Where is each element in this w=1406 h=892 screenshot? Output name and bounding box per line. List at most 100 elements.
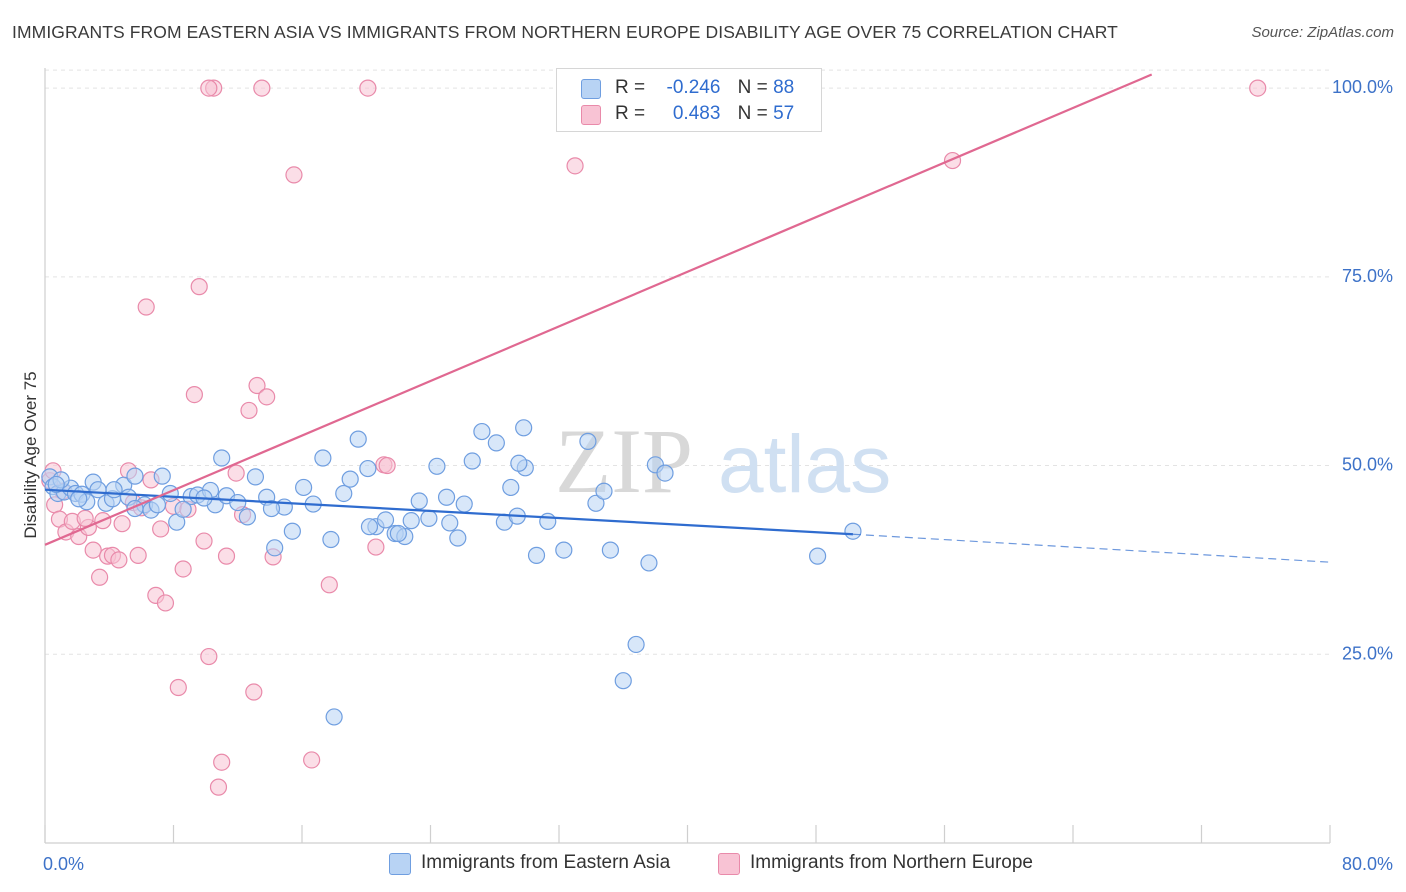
data-point-eastern-asia	[229, 493, 247, 512]
data-point-eastern-asia	[420, 509, 438, 527]
data-point-eastern-asia	[325, 708, 343, 726]
data-point-eastern-asia	[376, 511, 395, 529]
data-point-eastern-asia	[441, 514, 459, 532]
data-point-eastern-asia	[314, 449, 332, 467]
data-point-eastern-asia	[595, 482, 613, 500]
data-point-northern-europe	[156, 594, 175, 612]
y-tick-label: 75.0%	[1342, 266, 1393, 286]
data-point-northern-europe	[185, 385, 203, 404]
data-point-northern-europe	[320, 576, 338, 594]
trendline-eastern-asia	[44, 488, 854, 536]
trendline-eastern-asia-extension	[852, 533, 1331, 563]
data-point-eastern-asia	[295, 478, 313, 497]
data-point-eastern-asia	[587, 494, 605, 512]
data-point-eastern-asia	[627, 635, 645, 654]
legend-n-value: 88	[773, 77, 795, 98]
legend-text-eastern-asia: R = -0.246 N = 88	[615, 77, 794, 99]
data-point-eastern-asia	[402, 512, 420, 530]
data-point-northern-europe	[200, 647, 218, 666]
data-point-eastern-asia	[283, 522, 301, 540]
data-point-northern-europe	[129, 546, 147, 564]
data-point-northern-europe	[1249, 79, 1267, 97]
data-point-eastern-asia	[389, 524, 407, 543]
data-point-eastern-asia	[153, 467, 171, 485]
series-legend: Immigrants from Eastern Asia Immigrants …	[0, 852, 1406, 880]
y-axis-label: Disability Age Over 75	[21, 371, 40, 538]
x-tick-label: 0.0%	[43, 854, 84, 874]
data-point-northern-europe	[245, 683, 263, 701]
data-point-northern-europe	[248, 376, 266, 395]
data-point-northern-europe	[113, 515, 131, 533]
x-tick-labels: 0.0% 80.0%	[43, 854, 1393, 874]
legend-n-label: N =	[737, 77, 768, 98]
data-point-eastern-asia	[335, 484, 353, 503]
x-tick-label: 80.0%	[1342, 854, 1393, 874]
y-tick-label: 25.0%	[1342, 643, 1393, 663]
legend-r-label: R =	[615, 103, 646, 124]
data-point-northern-europe	[152, 520, 170, 538]
data-point-eastern-asia	[105, 481, 123, 499]
data-point-northern-europe	[91, 568, 109, 586]
watermark-zip: ZIP	[555, 410, 693, 512]
y-tick-label: 50.0%	[1342, 455, 1393, 475]
data-point-eastern-asia	[555, 541, 573, 559]
data-point-northern-europe	[240, 401, 258, 420]
y-tick-label: 100.0%	[1332, 77, 1393, 97]
watermark-atlas: atlas	[718, 419, 891, 510]
trendlines	[44, 73, 1331, 563]
data-point-eastern-asia	[502, 478, 520, 497]
legend-n-value: 57	[773, 103, 795, 124]
data-point-northern-europe	[217, 547, 236, 565]
data-point-northern-europe	[258, 388, 276, 406]
chart-title: IMMIGRANTS FROM EASTERN ASIA VS IMMIGRAN…	[12, 22, 1118, 42]
data-point-northern-europe	[137, 298, 155, 316]
data-point-eastern-asia	[213, 449, 231, 467]
data-point-northern-europe	[227, 464, 245, 482]
series-legend-swatch-blue	[389, 853, 411, 875]
watermark: ZIP atlas	[555, 410, 891, 512]
data-point-northern-europe	[566, 157, 584, 175]
data-point-eastern-asia	[428, 457, 446, 475]
correlation-legend: R = -0.246 N = 88 R = 0.483 N = 57	[556, 68, 822, 132]
axes	[44, 68, 1331, 844]
data-point-northern-europe	[303, 751, 321, 769]
data-point-eastern-asia	[579, 432, 597, 450]
data-point-eastern-asia	[322, 530, 340, 549]
data-point-northern-europe	[200, 79, 218, 97]
series-legend-label: Immigrants from Northern Europe	[750, 852, 1033, 873]
series-legend-label: Immigrants from Eastern Asia	[421, 852, 671, 873]
data-point-eastern-asia	[455, 495, 473, 513]
gridlines	[45, 69, 1330, 655]
y-tick-labels: 25.0% 50.0% 75.0% 100.0%	[1332, 77, 1393, 663]
data-point-eastern-asia	[410, 492, 428, 510]
data-point-eastern-asia	[809, 547, 827, 565]
data-point-eastern-asia	[262, 499, 281, 518]
data-point-eastern-asia	[47, 475, 65, 494]
data-point-eastern-asia	[238, 508, 256, 526]
data-point-eastern-asia	[341, 470, 359, 488]
data-point-northern-europe	[76, 509, 94, 527]
chart-source: Source: ZipAtlas.com	[1251, 24, 1394, 41]
data-point-eastern-asia	[487, 434, 505, 452]
data-point-eastern-asia	[527, 546, 546, 564]
data-point-northern-europe	[169, 678, 187, 697]
legend-r-value: -0.246	[666, 77, 721, 98]
data-point-northern-europe	[110, 551, 128, 569]
data-point-eastern-asia	[640, 554, 658, 572]
data-point-eastern-asia	[360, 518, 379, 536]
legend-n-label: N =	[737, 103, 768, 124]
legend-text-northern-europe: R = 0.483 N = 57	[615, 103, 794, 125]
data-point-northern-europe	[213, 753, 231, 771]
data-point-eastern-asia	[449, 529, 467, 547]
data-point-eastern-asia	[174, 500, 192, 518]
data-point-northern-europe	[367, 538, 385, 556]
data-point-eastern-asia	[359, 459, 377, 478]
trendline-northern-europe	[44, 73, 1153, 546]
data-point-eastern-asia	[126, 467, 144, 485]
data-point-eastern-asia	[614, 672, 632, 690]
series-legend-swatch-pink	[718, 853, 740, 875]
legend-r-value: 0.483	[672, 103, 721, 124]
data-point-eastern-asia	[539, 512, 557, 531]
data-point-eastern-asia	[844, 522, 862, 540]
